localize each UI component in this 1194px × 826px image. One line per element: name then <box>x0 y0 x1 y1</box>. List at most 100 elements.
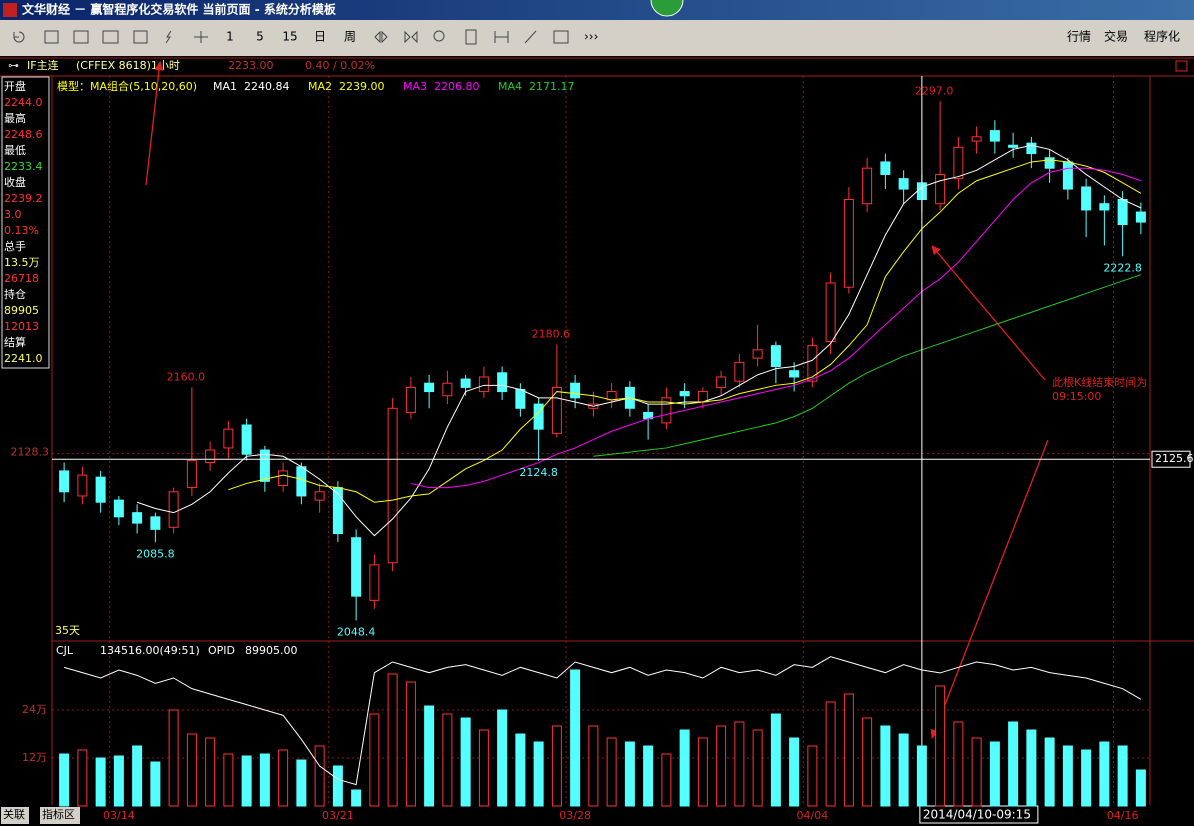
icon-range[interactable] <box>494 31 509 43</box>
indicator-readout: 134516.00(49:51) <box>100 644 200 657</box>
price-label: 2124.8 <box>519 466 558 479</box>
volume-bar <box>259 753 270 807</box>
volume-bar <box>497 709 508 807</box>
volume-bar <box>515 733 526 807</box>
candle-body <box>150 516 161 530</box>
candle-body <box>223 428 234 449</box>
icon-more[interactable]: ››› <box>584 30 598 44</box>
tab[interactable] <box>40 807 80 824</box>
icon-kline[interactable] <box>102 30 119 44</box>
volume-bar <box>332 765 343 807</box>
icon-split[interactable] <box>133 30 148 44</box>
volume-bar <box>150 761 161 807</box>
icon-search[interactable] <box>433 30 445 42</box>
candle-body <box>716 376 727 388</box>
symbol: IF主连 <box>27 59 59 72</box>
candle-body <box>825 282 836 342</box>
ma-line <box>228 159 1142 503</box>
volume-bar <box>679 729 690 807</box>
price-label: 2048.4 <box>337 625 376 638</box>
icon-list[interactable] <box>553 30 569 44</box>
candle-body <box>259 449 270 482</box>
volume-bar <box>1026 729 1037 807</box>
arrow <box>931 245 1046 381</box>
candle-body <box>606 391 617 401</box>
period-button[interactable]: 周 <box>344 30 356 44</box>
link-icon: ⊶ <box>8 59 19 72</box>
quote-label: 最低 <box>4 144 26 157</box>
candle-body <box>1044 157 1055 169</box>
close-box[interactable] <box>1175 60 1188 72</box>
volume-bar <box>971 737 982 807</box>
volume-bar <box>405 681 416 807</box>
quote-value: 2241.0 <box>4 352 43 365</box>
quote-value: 89905 <box>4 304 39 317</box>
volume-bar <box>241 755 252 807</box>
indicator-name: CJL <box>56 644 74 657</box>
volume-bar <box>916 745 927 807</box>
quote-label: 持仓 <box>4 287 26 301</box>
candle-body <box>661 397 672 424</box>
period-button[interactable]: 1 <box>226 30 234 44</box>
candle-body <box>497 372 508 393</box>
quote-panel <box>1 76 50 369</box>
volume-bar <box>1044 737 1055 807</box>
period-button[interactable]: 15 <box>282 30 297 44</box>
quote-value: 2248.6 <box>4 128 43 141</box>
bottom-bar <box>0 805 1194 826</box>
menu-button[interactable]: 交易 <box>1104 29 1128 44</box>
candle-body <box>460 378 471 388</box>
indicator-readout: 89905.00 <box>245 644 298 657</box>
candle-body <box>424 382 435 393</box>
candle-body <box>296 466 307 497</box>
icon-lightning[interactable] <box>165 30 172 44</box>
candle-body <box>314 491 325 501</box>
volume-bar <box>953 721 964 807</box>
volume-bar <box>113 755 124 807</box>
icon-draw[interactable] <box>524 30 537 44</box>
y-tick-label: 2128.3 <box>11 446 50 459</box>
contract: (CFFEX 8618)1小时 <box>76 59 180 72</box>
volume-bar <box>843 693 854 807</box>
period-button[interactable]: 5 <box>256 30 264 44</box>
tab-label[interactable]: 关联 <box>3 807 25 821</box>
icon-line[interactable] <box>73 30 89 44</box>
candle-body <box>351 537 362 597</box>
window-title: 文华财经 － 赢智程序化交易软件 当前页面 - 系统分析模板 <box>22 2 337 17</box>
icon-table[interactable] <box>44 30 59 44</box>
toolbar <box>0 20 1194 56</box>
icon-cross[interactable] <box>194 31 208 43</box>
volume-bar <box>551 725 562 807</box>
candle-body <box>95 476 106 503</box>
icon-back[interactable] <box>13 31 25 43</box>
icon-zoom-in[interactable] <box>374 30 388 44</box>
period-button[interactable]: 日 <box>314 30 326 44</box>
candle-body <box>113 499 124 518</box>
candle-body <box>1026 142 1037 155</box>
volume-bar <box>661 753 672 807</box>
icon-doc[interactable] <box>465 29 477 45</box>
candle-body <box>59 470 70 493</box>
icon-zoom-out[interactable] <box>404 30 418 44</box>
candle-body <box>1099 203 1110 211</box>
candle-body <box>241 424 252 455</box>
volume-bar <box>460 717 471 807</box>
ma-readout: 2171.17 <box>529 80 575 93</box>
volume-bar <box>606 737 617 807</box>
crosshair-time: 2014/04/10-09:15 <box>923 808 1031 822</box>
menu-button[interactable]: 程序化 <box>1144 29 1180 44</box>
tab[interactable] <box>1 807 29 824</box>
volume-bar <box>898 733 909 807</box>
menu-button[interactable]: 行情 <box>1067 30 1091 44</box>
volume-bar <box>132 745 143 807</box>
tab-label[interactable]: 指标区 <box>42 807 75 821</box>
last-price: 2233.00 <box>228 59 274 72</box>
note: 09:15:00 <box>1052 390 1101 403</box>
candle-body <box>1135 211 1146 223</box>
quote-value: 12013 <box>4 320 39 333</box>
ma-line <box>136 144 1142 537</box>
price-label: 2297.0 <box>915 84 954 97</box>
volume-bar <box>1099 741 1110 807</box>
candle-body <box>478 376 489 393</box>
